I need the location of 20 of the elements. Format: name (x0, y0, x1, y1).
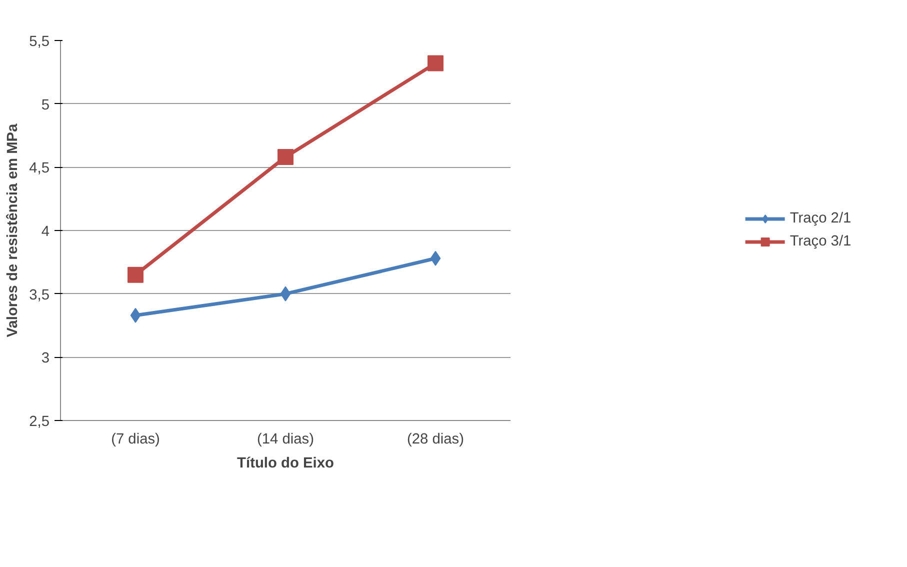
y-axis-title: Valores de resistência em MPa (5, 122, 22, 338)
legend-label: Traço 3/1 (790, 234, 852, 250)
y-tick-label: 2,5 (29, 414, 50, 430)
point (428, 55, 444, 72)
point (278, 149, 294, 166)
y-tick-label: 4,5 (29, 160, 50, 177)
point (128, 266, 144, 283)
y-tick-label: 5,5 (29, 34, 50, 50)
legend-label: Traço 2/1 (790, 210, 852, 226)
x-tick-label: (7 dias) (111, 432, 160, 448)
x-tick-label: (28 dias) (406, 432, 464, 448)
x-tick-label: (14 dias) (256, 432, 314, 448)
y-tick-label: 4 (41, 224, 50, 240)
y-tick-label: 3 (41, 350, 50, 367)
y-tick-label: 5 (41, 97, 50, 114)
point (130, 308, 141, 323)
y-tick-label: 3,5 (29, 287, 50, 304)
x-axis-title: Título do Eixo (237, 456, 334, 472)
point (430, 250, 441, 266)
point (280, 286, 291, 302)
